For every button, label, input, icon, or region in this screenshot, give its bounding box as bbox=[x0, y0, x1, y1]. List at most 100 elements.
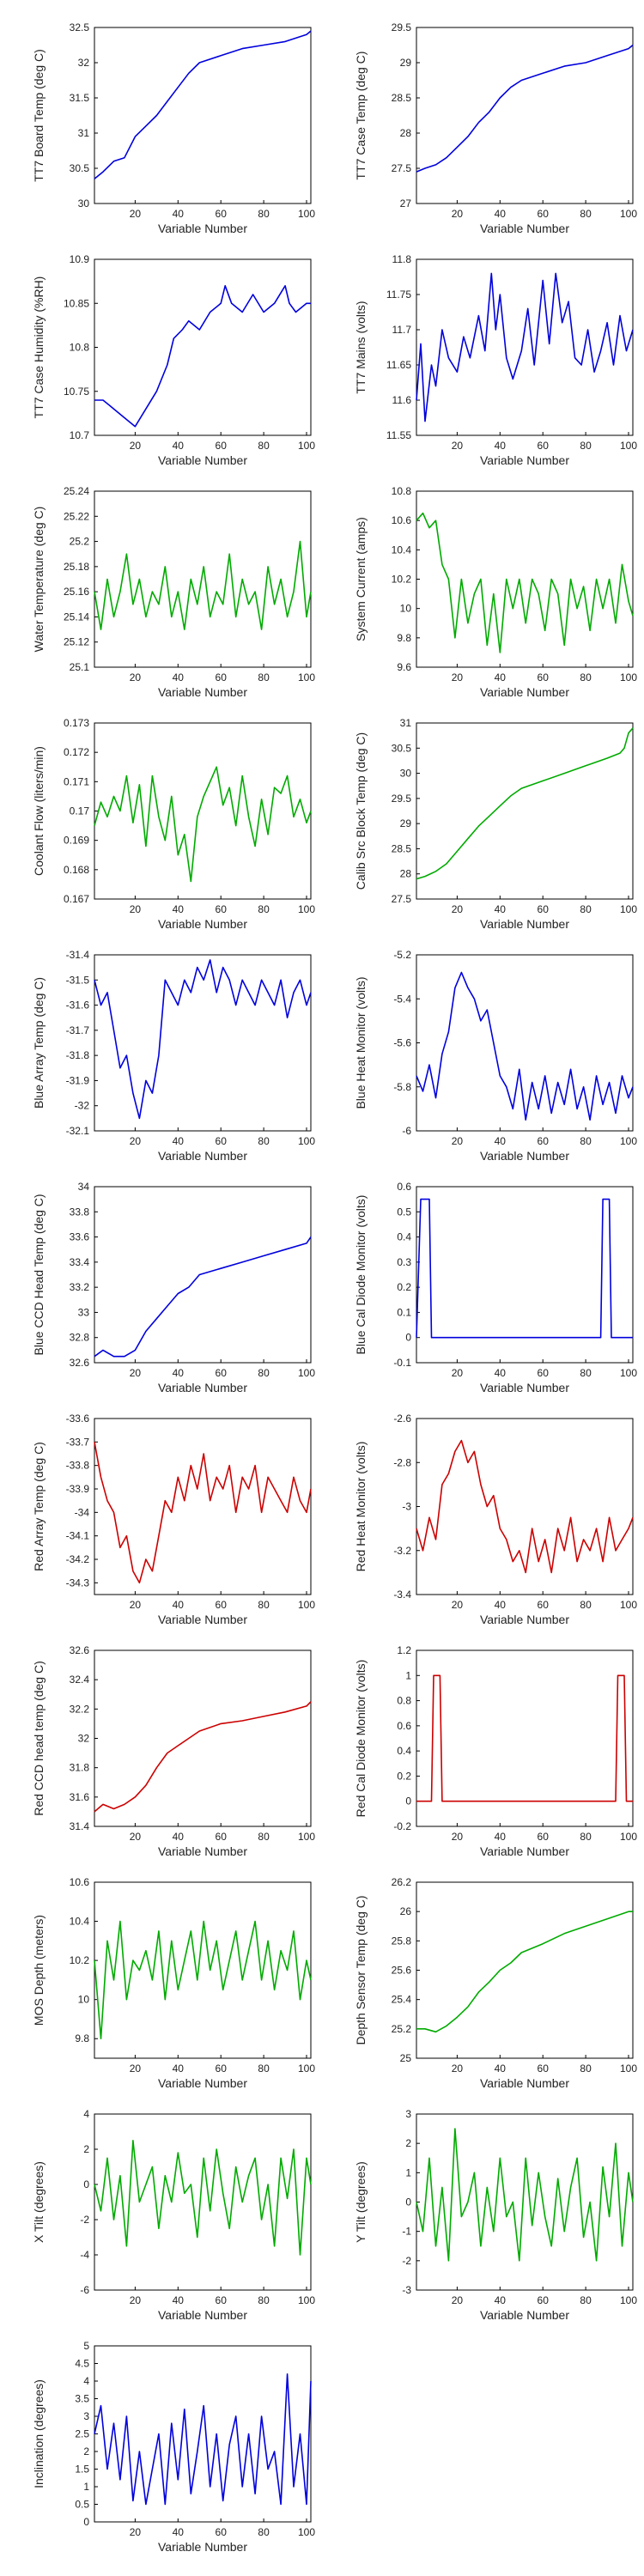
x-tick-label: 20 bbox=[452, 440, 464, 452]
y-tick-label: -3.4 bbox=[393, 1589, 411, 1601]
chart-panel-10: 20 40 60 80 100 -6 -5.8 -5.6 -5.4 -5.2 Variable Nu… bbox=[354, 949, 637, 1163]
y-tick-label: 0.2 bbox=[397, 1281, 411, 1293]
x-tick-label: 60 bbox=[216, 440, 228, 452]
series-line-1 bbox=[94, 284, 311, 428]
y-tick-label: 5 bbox=[83, 2340, 89, 2352]
y-axis-label: Coolant Flow (liters/min) bbox=[32, 746, 46, 876]
y-tick-label: 31.5 bbox=[70, 92, 90, 104]
chart-panel-4: 20 40 60 80 100 11.55 11.6 11.65 11.7 11.75 11.8 Va… bbox=[354, 253, 637, 467]
x-tick-label: 80 bbox=[258, 903, 270, 915]
y-tick-label: -4 bbox=[80, 2249, 89, 2261]
y-tick-label: 32.5 bbox=[70, 21, 90, 33]
y-tick-label: -33.8 bbox=[66, 1460, 90, 1472]
x-axis-label: Variable Number bbox=[158, 1149, 247, 1163]
y-axis-label: Red Array Temp (deg C) bbox=[32, 1442, 46, 1571]
y-axis-label: Red CCD head temp (deg C) bbox=[32, 1661, 46, 1816]
y-tick-label: 29.5 bbox=[392, 21, 412, 33]
y-tick-label: 4.5 bbox=[75, 2358, 89, 2370]
y-tick-label: 25.14 bbox=[64, 611, 89, 623]
x-tick-label: 100 bbox=[620, 2294, 637, 2306]
series-line-1 bbox=[416, 1911, 633, 2033]
chart-panel-19: 20 40 60 80 100 -6 -4 -2 0 2 4 Variable Number X Til… bbox=[32, 2108, 315, 2322]
y-tick-label: -6 bbox=[402, 1125, 411, 1137]
y-axis-label: System Current (amps) bbox=[354, 517, 368, 641]
y-tick-label: 0.171 bbox=[64, 775, 89, 787]
series-line-1 bbox=[94, 30, 312, 179]
y-tick-label: 27.5 bbox=[392, 162, 412, 174]
x-tick-label: 60 bbox=[538, 671, 550, 683]
series-line-1 bbox=[94, 1236, 312, 1358]
y-tick-label: 0.4 bbox=[397, 1745, 411, 1757]
x-tick-label: 40 bbox=[173, 440, 185, 452]
x-tick-label: 40 bbox=[173, 2294, 185, 2306]
x-tick-label: 100 bbox=[620, 1367, 637, 1379]
x-tick-label: 60 bbox=[216, 1831, 228, 1843]
y-tick-label: -6 bbox=[80, 2284, 89, 2296]
plot-frame bbox=[94, 258, 312, 436]
x-tick-label: 80 bbox=[580, 1367, 592, 1379]
y-tick-label: 25.1 bbox=[70, 661, 90, 673]
y-tick-label: -34.2 bbox=[66, 1553, 90, 1565]
plot-frame bbox=[94, 722, 312, 900]
y-tick-label: -32.1 bbox=[66, 1125, 90, 1137]
plot-frame bbox=[94, 27, 312, 204]
y-tick-label: 0 bbox=[405, 1332, 411, 1344]
x-tick-label: 40 bbox=[495, 2294, 507, 2306]
y-tick-label: 10.9 bbox=[70, 253, 90, 265]
x-tick-label: 20 bbox=[130, 1831, 142, 1843]
chart-panel-6: 20 40 60 80 100 9.6 9.8 10 10.2 10.4 10.6 10.8 Varia… bbox=[354, 485, 637, 699]
chart-panel-12: 20 40 60 80 100 -0.1 0 0.1 0.2 0.3 0.4 0.5 0.6 Variab… bbox=[354, 1181, 637, 1394]
x-tick-label: 40 bbox=[173, 671, 185, 683]
series-line-1 bbox=[416, 1439, 634, 1574]
y-tick-label: 10.75 bbox=[64, 386, 89, 398]
y-tick-label: 25.12 bbox=[64, 636, 89, 648]
x-axis-label: Variable Number bbox=[480, 453, 569, 467]
y-tick-label: 1.5 bbox=[75, 2464, 89, 2476]
x-tick-label: 80 bbox=[580, 208, 592, 220]
x-tick-label: 40 bbox=[495, 2063, 507, 2075]
y-tick-label: 32.8 bbox=[70, 1332, 90, 1344]
x-tick-label: 60 bbox=[538, 208, 550, 220]
y-tick-label: 32.6 bbox=[70, 1357, 90, 1369]
y-tick-label: 27 bbox=[400, 197, 412, 210]
series-line-1 bbox=[416, 44, 634, 173]
plot-frame bbox=[416, 1649, 634, 1827]
y-tick-label: 0.3 bbox=[397, 1256, 411, 1268]
x-axis-label: Variable Number bbox=[158, 2540, 247, 2554]
x-tick-label: 20 bbox=[452, 1599, 464, 1611]
y-tick-label: 33 bbox=[78, 1306, 90, 1318]
y-tick-label: 9.8 bbox=[397, 632, 411, 644]
y-tick-label: -2 bbox=[80, 2214, 89, 2226]
y-tick-label: 25.16 bbox=[64, 586, 89, 598]
x-axis-label: Variable Number bbox=[480, 1613, 569, 1626]
y-tick-label: -31.8 bbox=[66, 1049, 90, 1061]
chart-panel-1: 20 40 60 80 100 30 30.5 31 31.5 32 32.5 Variable Nu… bbox=[32, 21, 315, 235]
y-tick-label: 10 bbox=[400, 603, 412, 615]
y-tick-label: 0.168 bbox=[64, 864, 89, 876]
y-axis-label: TT7 Board Temp (deg C) bbox=[32, 49, 46, 182]
y-tick-label: 10.6 bbox=[392, 514, 412, 526]
x-tick-label: 80 bbox=[580, 1135, 592, 1147]
y-tick-label: 25.6 bbox=[392, 1965, 412, 1977]
y-tick-label: 30.5 bbox=[392, 742, 412, 754]
y-tick-label: 11.65 bbox=[386, 359, 411, 371]
x-tick-label: 60 bbox=[538, 1599, 550, 1611]
series-line-1 bbox=[416, 1674, 633, 1802]
x-tick-label: 20 bbox=[452, 2294, 464, 2306]
y-tick-label: 34 bbox=[78, 1181, 90, 1193]
x-tick-label: 80 bbox=[580, 440, 592, 452]
y-tick-label: 10.4 bbox=[70, 1916, 90, 1928]
y-tick-label: 10.6 bbox=[70, 1876, 90, 1888]
y-tick-label: -31.9 bbox=[66, 1074, 90, 1086]
y-axis-label: Inclination (degrees) bbox=[32, 2379, 46, 2488]
y-tick-label: 0.167 bbox=[64, 893, 89, 905]
y-tick-label: 32 bbox=[78, 57, 90, 69]
y-tick-label: 25.18 bbox=[64, 561, 89, 573]
x-tick-label: 100 bbox=[298, 2526, 315, 2538]
y-tick-label: 25 bbox=[400, 2052, 412, 2064]
plot-frame bbox=[416, 954, 634, 1132]
chart-panel-14: 20 40 60 80 100 -3.4 -3.2 -3 -2.8 -2.6 Variable Nu… bbox=[354, 1413, 637, 1626]
x-tick-label: 100 bbox=[298, 903, 315, 915]
x-axis-label: Variable Number bbox=[480, 2308, 569, 2322]
y-tick-label: 3.5 bbox=[75, 2393, 89, 2405]
